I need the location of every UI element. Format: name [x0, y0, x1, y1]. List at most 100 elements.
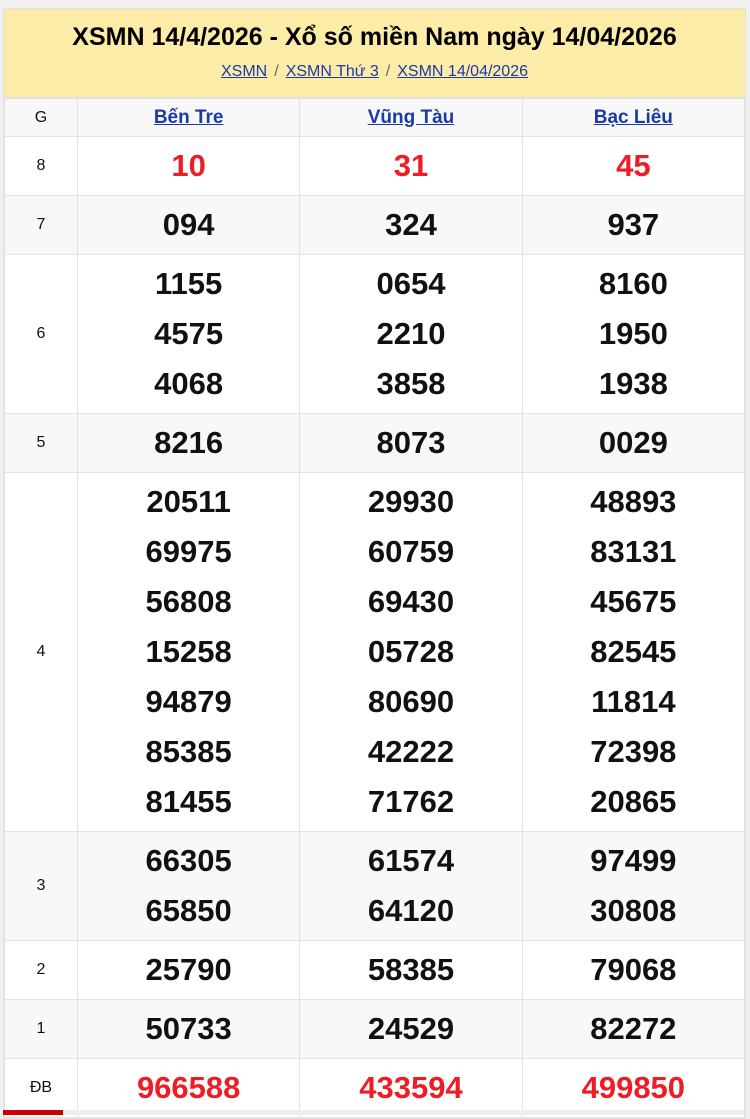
result-number: 97499	[590, 843, 677, 878]
province-link[interactable]: Vũng Tàu	[367, 106, 455, 128]
result-number: 71762	[367, 784, 455, 819]
result-cell: 0654 2210 3858	[299, 254, 523, 414]
prize-column-header: G	[4, 98, 78, 137]
prize-label: 2	[4, 940, 78, 1000]
result-number: 10	[171, 148, 206, 183]
result-cell: 8160 1950 1938	[521, 254, 746, 414]
result-number: 48893	[590, 484, 677, 519]
result-number: 72398	[590, 734, 677, 769]
result-number: 66305	[145, 843, 232, 878]
results-card: XSMN 14/4/2026 - Xổ số miền Nam ngày 14/…	[3, 8, 746, 1119]
result-cell: 31	[299, 136, 523, 196]
result-number: 60759	[367, 534, 455, 569]
result-number: 2210	[376, 316, 446, 351]
province-link[interactable]: Bến Tre	[153, 106, 224, 128]
result-number: 937	[607, 207, 660, 242]
result-number: 8160	[598, 266, 668, 301]
active-tab-indicator[interactable]	[3, 1110, 63, 1115]
result-number: 61574	[367, 843, 455, 878]
result-cell: 97499 30808	[521, 831, 746, 941]
result-number: 45675	[590, 584, 677, 619]
prize-row: 4 20511 69975 56808 15258 94879 85385 81455 2993…	[4, 472, 746, 832]
prize-row: 5 8216 8073 0029	[4, 413, 746, 473]
result-number: 83131	[590, 534, 677, 569]
result-number: 56808	[145, 584, 232, 619]
result-cell: 1155 4575 4068	[76, 254, 301, 414]
breadcrumb-separator: /	[385, 63, 391, 80]
table-header-row: G Bến Tre Vũng Tàu Bạc Liêu	[4, 98, 746, 137]
result-number: 24529	[367, 1011, 455, 1046]
prize-row: 3 66305 65850 61574 64120 97499 30808	[4, 831, 746, 941]
result-cell: 8216	[76, 413, 301, 473]
breadcrumb-xsmn[interactable]: XSMN	[221, 63, 268, 80]
result-number: 29930	[367, 484, 455, 519]
prize-label: 6	[4, 254, 78, 414]
result-number: 324	[385, 207, 437, 242]
result-number: 64120	[367, 893, 455, 928]
province-link[interactable]: Bạc Liêu	[593, 106, 673, 128]
result-cell: 58385	[299, 940, 523, 1000]
result-cell: 45	[521, 136, 746, 196]
result-number: 69975	[145, 534, 232, 569]
result-number: 94879	[145, 684, 232, 719]
result-number: 1950	[598, 316, 668, 351]
result-number: 50733	[145, 1011, 232, 1046]
result-cell: 499850	[521, 1058, 746, 1118]
result-number: 85385	[145, 734, 232, 769]
result-number: 30808	[590, 893, 677, 928]
result-cell: 66305 65850	[76, 831, 301, 941]
result-number: 4575	[154, 316, 224, 351]
result-number: 79068	[590, 952, 677, 987]
results-header: XSMN 14/4/2026 - Xổ số miền Nam ngày 14/…	[4, 9, 745, 98]
result-cell: 29930 60759 69430 05728 80690 42222 71762	[299, 472, 523, 832]
result-cell: 24529	[299, 999, 523, 1059]
prize-label: 8	[4, 136, 78, 196]
result-cell: 433594	[299, 1058, 523, 1118]
result-cell: 61574 64120	[299, 831, 523, 941]
result-cell: 937	[521, 195, 746, 255]
prize-row: 1 50733 24529 82272	[4, 999, 746, 1059]
prize-row: 8 10 31 45	[4, 136, 746, 196]
result-number: 3858	[376, 366, 446, 401]
result-cell: 20511 69975 56808 15258 94879 85385 81455	[76, 472, 301, 832]
result-number: 4068	[154, 366, 224, 401]
result-cell: 966588	[76, 1058, 301, 1118]
result-number: 15258	[145, 634, 232, 669]
result-number: 0029	[598, 425, 668, 460]
result-cell: 25790	[76, 940, 301, 1000]
result-cell: 50733	[76, 999, 301, 1059]
prize-label: 1	[4, 999, 78, 1059]
result-number: 80690	[367, 684, 455, 719]
result-number: 966588	[136, 1070, 241, 1105]
result-number: 82545	[590, 634, 677, 669]
province-header: Bạc Liêu	[521, 98, 746, 137]
result-number: 1938	[598, 366, 668, 401]
result-number: 499850	[581, 1070, 686, 1105]
result-number: 8073	[376, 425, 446, 460]
result-number: 8216	[154, 425, 224, 460]
result-number: 11814	[591, 684, 676, 719]
result-cell: 0029	[521, 413, 746, 473]
breadcrumb-xsmn-thu3[interactable]: XSMN Thứ 3	[285, 63, 379, 80]
result-number: 45	[616, 148, 651, 183]
breadcrumb: XSMN / XSMN Thứ 3 / XSMN 14/04/2026	[4, 63, 745, 81]
province-header: Vũng Tàu	[299, 98, 523, 137]
result-number: 81455	[145, 784, 232, 819]
result-cell: 82272	[521, 999, 746, 1059]
result-cell: 79068	[521, 940, 746, 1000]
result-number: 69430	[367, 584, 455, 619]
bottom-tab-strip	[3, 1110, 744, 1115]
result-number: 42222	[367, 734, 455, 769]
prize-label: ĐB	[4, 1058, 78, 1118]
result-cell: 10	[76, 136, 301, 196]
result-cell: 8073	[299, 413, 523, 473]
result-number: 65850	[145, 893, 232, 928]
results-table: G Bến Tre Vũng Tàu Bạc Liêu 8 10 31 45 7 094 3…	[4, 98, 746, 1118]
province-header: Bến Tre	[76, 98, 301, 137]
breadcrumb-xsmn-date[interactable]: XSMN 14/04/2026	[397, 63, 528, 80]
page-title: XSMN 14/4/2026 - Xổ số miền Nam ngày 14/…	[72, 23, 677, 51]
prize-label: 7	[4, 195, 78, 255]
prize-label: 3	[4, 831, 78, 941]
result-number: 20865	[590, 784, 677, 819]
result-number: 1155	[155, 266, 223, 301]
